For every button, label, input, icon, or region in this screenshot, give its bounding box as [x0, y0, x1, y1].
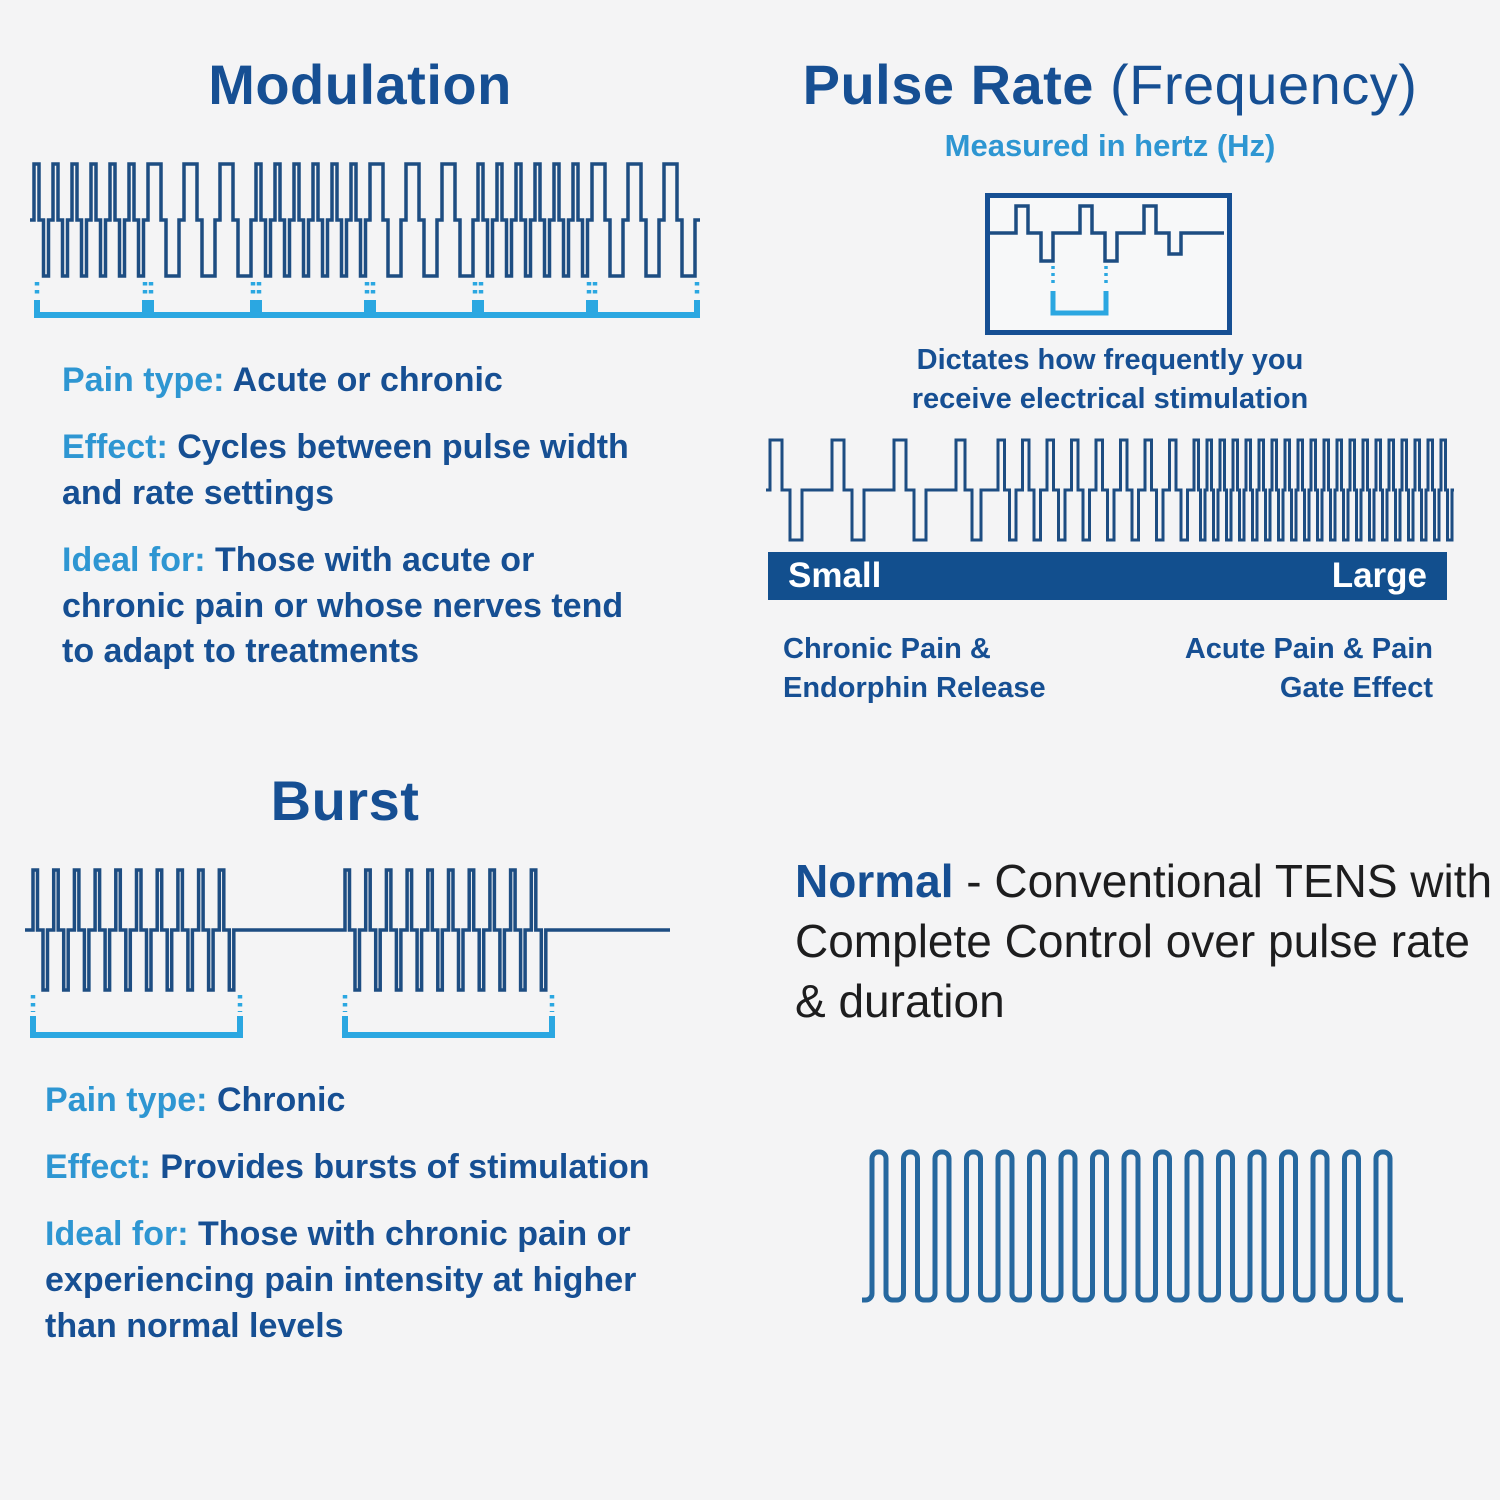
- normal-title: Normal: [795, 855, 954, 907]
- pulse-rate-sample-box: [985, 193, 1232, 335]
- burst-pain-type: Pain type: Chronic: [45, 1078, 700, 1124]
- pulse-rate-title-qualifier: (Frequency): [1110, 53, 1418, 116]
- large-scale-description: Acute Pain & Pain Gate Effect: [1184, 633, 1433, 705]
- scale-large-label: Large: [1331, 556, 1427, 595]
- frequency-scale-descriptions: Chronic Pain & Endorphin Release Acute P…: [783, 630, 1433, 708]
- normal-description: Normal - Conventional TENS with Complete…: [795, 852, 1500, 1031]
- pulse-rate-title-main: Pulse Rate: [802, 53, 1094, 116]
- burst-waveform: [25, 868, 670, 1038]
- small-scale-description: Chronic Pain & Endorphin Release: [783, 633, 1046, 705]
- modulation-pain-type: Pain type: Acute or chronic: [62, 358, 652, 404]
- ideal-for-label: Ideal for:: [62, 540, 206, 579]
- ideal-for-label: Ideal for:: [45, 1214, 189, 1253]
- modulation-info: Pain type: Acute or chronic Effect: Cycl…: [62, 358, 652, 696]
- normal-waveform: [862, 1149, 1403, 1303]
- effect-label: Effect:: [62, 427, 168, 466]
- normal-dash: -: [966, 855, 982, 907]
- burst-ideal-for: Ideal for: Those with chronic pain or ex…: [45, 1212, 700, 1350]
- burst-effect: Effect: Provides bursts of stimulation: [45, 1145, 700, 1191]
- effect-value: Provides bursts of stimulation: [160, 1147, 650, 1186]
- burst-title: Burst: [270, 769, 420, 832]
- ideal-for-value: Those with chronic pain or experiencing …: [45, 1214, 637, 1345]
- frequency-scale-bar: Small Large: [768, 552, 1447, 600]
- modulation-ideal-for: Ideal for: Those with acute or chronic p…: [62, 538, 652, 676]
- modulation-waveform: [30, 162, 700, 318]
- pulse-rate-sample-waveform: [990, 204, 1224, 316]
- pulse-rate-caption: Dictates how frequently you receive elec…: [911, 344, 1309, 416]
- burst-info: Pain type: Chronic Effect: Provides burs…: [45, 1078, 700, 1370]
- effect-value: Cycles between pulse width and rate sett…: [62, 427, 629, 512]
- pain-type-label: Pain type:: [62, 361, 225, 399]
- pain-type-label: Pain type:: [45, 1081, 208, 1119]
- frequency-waveform: [766, 438, 1454, 542]
- modulation-effect: Effect: Cycles between pulse width and r…: [62, 425, 652, 517]
- modulation-title: Modulation: [208, 53, 512, 116]
- pain-type-value: Chronic: [216, 1081, 346, 1119]
- normal-description-text: Conventional TENS with Complete Control …: [795, 855, 1493, 1027]
- pulse-rate-title: Pulse Rate (Frequency): [745, 52, 1475, 117]
- pulse-rate-subtitle: Measured in hertz (Hz): [944, 128, 1276, 163]
- ideal-for-value: Those with acute or chronic pain or whos…: [62, 540, 624, 671]
- pain-type-value: Acute or chronic: [232, 361, 503, 399]
- scale-small-label: Small: [788, 556, 882, 595]
- effect-label: Effect:: [45, 1147, 151, 1186]
